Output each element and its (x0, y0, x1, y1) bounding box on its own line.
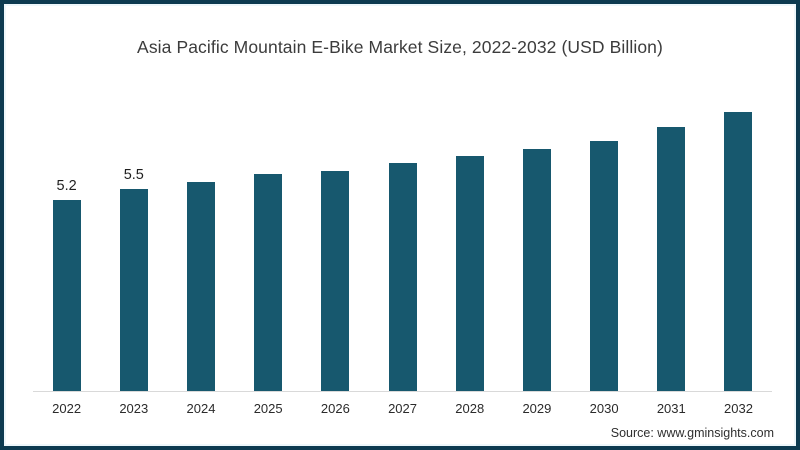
bar-column-2032 (705, 84, 772, 391)
bar-column-2025 (235, 84, 302, 391)
bar-column-2031 (638, 84, 705, 391)
chart-title: Asia Pacific Mountain E-Bike Market Size… (137, 37, 663, 57)
bar-column-2028 (436, 84, 503, 391)
bar-column-2026 (302, 84, 369, 391)
x-tick-label-2028: 2028 (455, 401, 485, 416)
bar-2030 (590, 141, 619, 391)
bar-column-2023: 5.5 (100, 84, 167, 391)
bar-column-2030 (571, 84, 638, 391)
bar-2022 (52, 200, 81, 391)
bar-column-2024 (167, 84, 234, 391)
x-tick-label-2024: 2024 (186, 401, 216, 416)
bar-2029 (522, 149, 551, 391)
bar-value-label-2022: 5.2 (56, 177, 77, 194)
bar-2023 (119, 189, 148, 391)
bar-2027 (388, 163, 417, 391)
plot-area: 5.2 5.5 2022 2023 2024 2025 2026 2027 2028 2029 2… (33, 84, 772, 416)
bar-2026 (321, 171, 350, 391)
bar-2028 (455, 156, 484, 391)
x-tick-label-2023: 2023 (119, 401, 149, 416)
x-tick-label-2027: 2027 (388, 401, 417, 416)
bar-2032 (724, 112, 753, 391)
bar-column-2027 (369, 84, 436, 391)
x-tick-label-2031: 2031 (656, 401, 686, 416)
bar-2025 (254, 174, 283, 391)
bar-2031 (657, 127, 686, 391)
x-axis-line (33, 391, 772, 392)
plot-columns: 5.2 5.5 (33, 84, 772, 391)
bar-column-2029 (503, 84, 570, 391)
bar-value-label-2023: 5.5 (123, 166, 144, 183)
x-tick-label-2026: 2026 (320, 401, 350, 416)
bar-column-2022: 5.2 (33, 84, 100, 391)
x-axis-labels: 2022 2023 2024 2025 2026 2027 2028 2029 2030 2031… (33, 391, 772, 416)
x-tick-label-2029: 2029 (522, 401, 552, 416)
bar-2024 (186, 182, 215, 391)
x-tick-label-2025: 2025 (253, 401, 283, 416)
source-note: Source: www.gminsights.com (610, 426, 774, 440)
x-tick-label-2022: 2022 (52, 401, 82, 416)
x-tick-label-2032: 2032 (724, 401, 753, 416)
x-tick-label-2030: 2030 (589, 401, 619, 416)
